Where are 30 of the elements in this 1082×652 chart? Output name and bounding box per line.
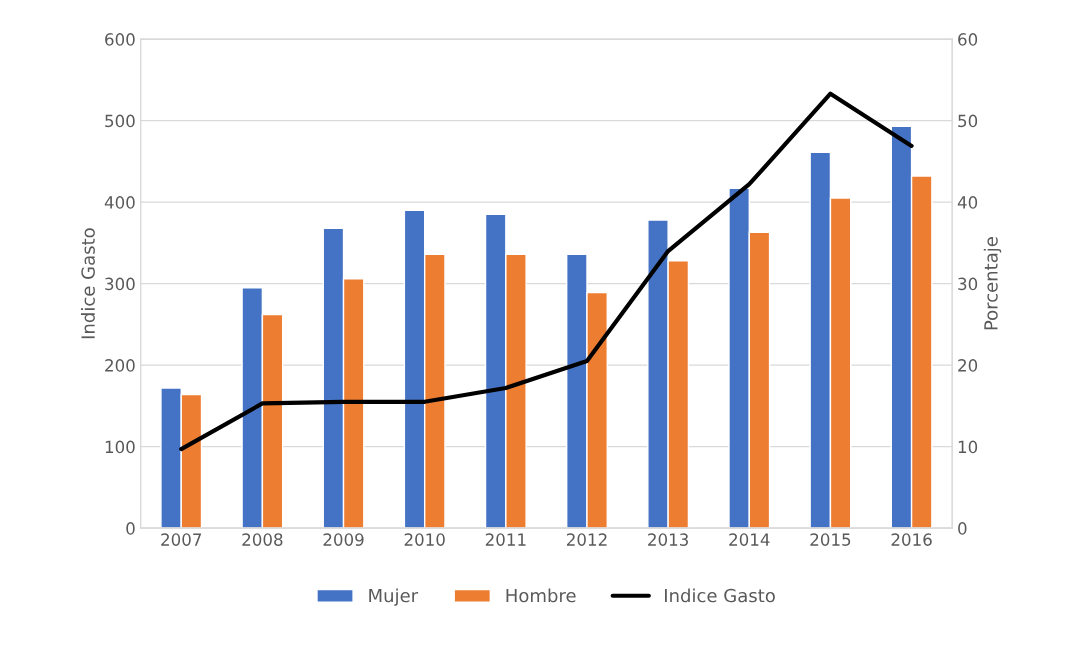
line-series — [179, 91, 914, 452]
y2-tick-label: 10 — [958, 440, 978, 454]
x-tick-label: 2010 — [404, 533, 445, 546]
y2-tick-label: 40 — [957, 196, 978, 209]
y-tick-label: 500 — [105, 114, 135, 128]
y2-tick-label: 0 — [958, 522, 967, 535]
y-tick-label: 100 — [105, 440, 135, 454]
legend-label: Mujer — [369, 588, 419, 606]
x-tick-label: 2008 — [242, 533, 283, 546]
y2-tick-label: 60 — [958, 33, 978, 46]
x-tick-label: 2016 — [891, 533, 932, 546]
legend-label: Hombre — [506, 588, 576, 603]
x-tick-label: 2013 — [648, 533, 689, 546]
y2-axis-title: Porcentaje — [983, 237, 1002, 330]
x-tick-label: 2014 — [729, 533, 770, 546]
y2-tick-label: 50 — [958, 114, 978, 128]
x-tick-label: 2009 — [323, 533, 364, 546]
y2-tick-label: 20 — [958, 359, 978, 372]
x-tick-label: 2007 — [161, 533, 202, 546]
y-tick-label: 200 — [105, 359, 135, 372]
legend-label: Indice Gasto — [665, 588, 775, 603]
y-tick-label: 400 — [104, 196, 135, 209]
y2-tick-label: 30 — [958, 277, 978, 291]
x-tick-label: 2015 — [810, 533, 851, 546]
x-tick-label: 2012 — [567, 533, 607, 546]
y-axis-title: Indice Gasto — [80, 228, 95, 339]
y-tick-label: 600 — [105, 33, 135, 46]
y-tick-label: 0 — [126, 522, 135, 535]
y-tick-label: 300 — [105, 277, 135, 291]
x-tick-label: 2011 — [485, 533, 526, 546]
